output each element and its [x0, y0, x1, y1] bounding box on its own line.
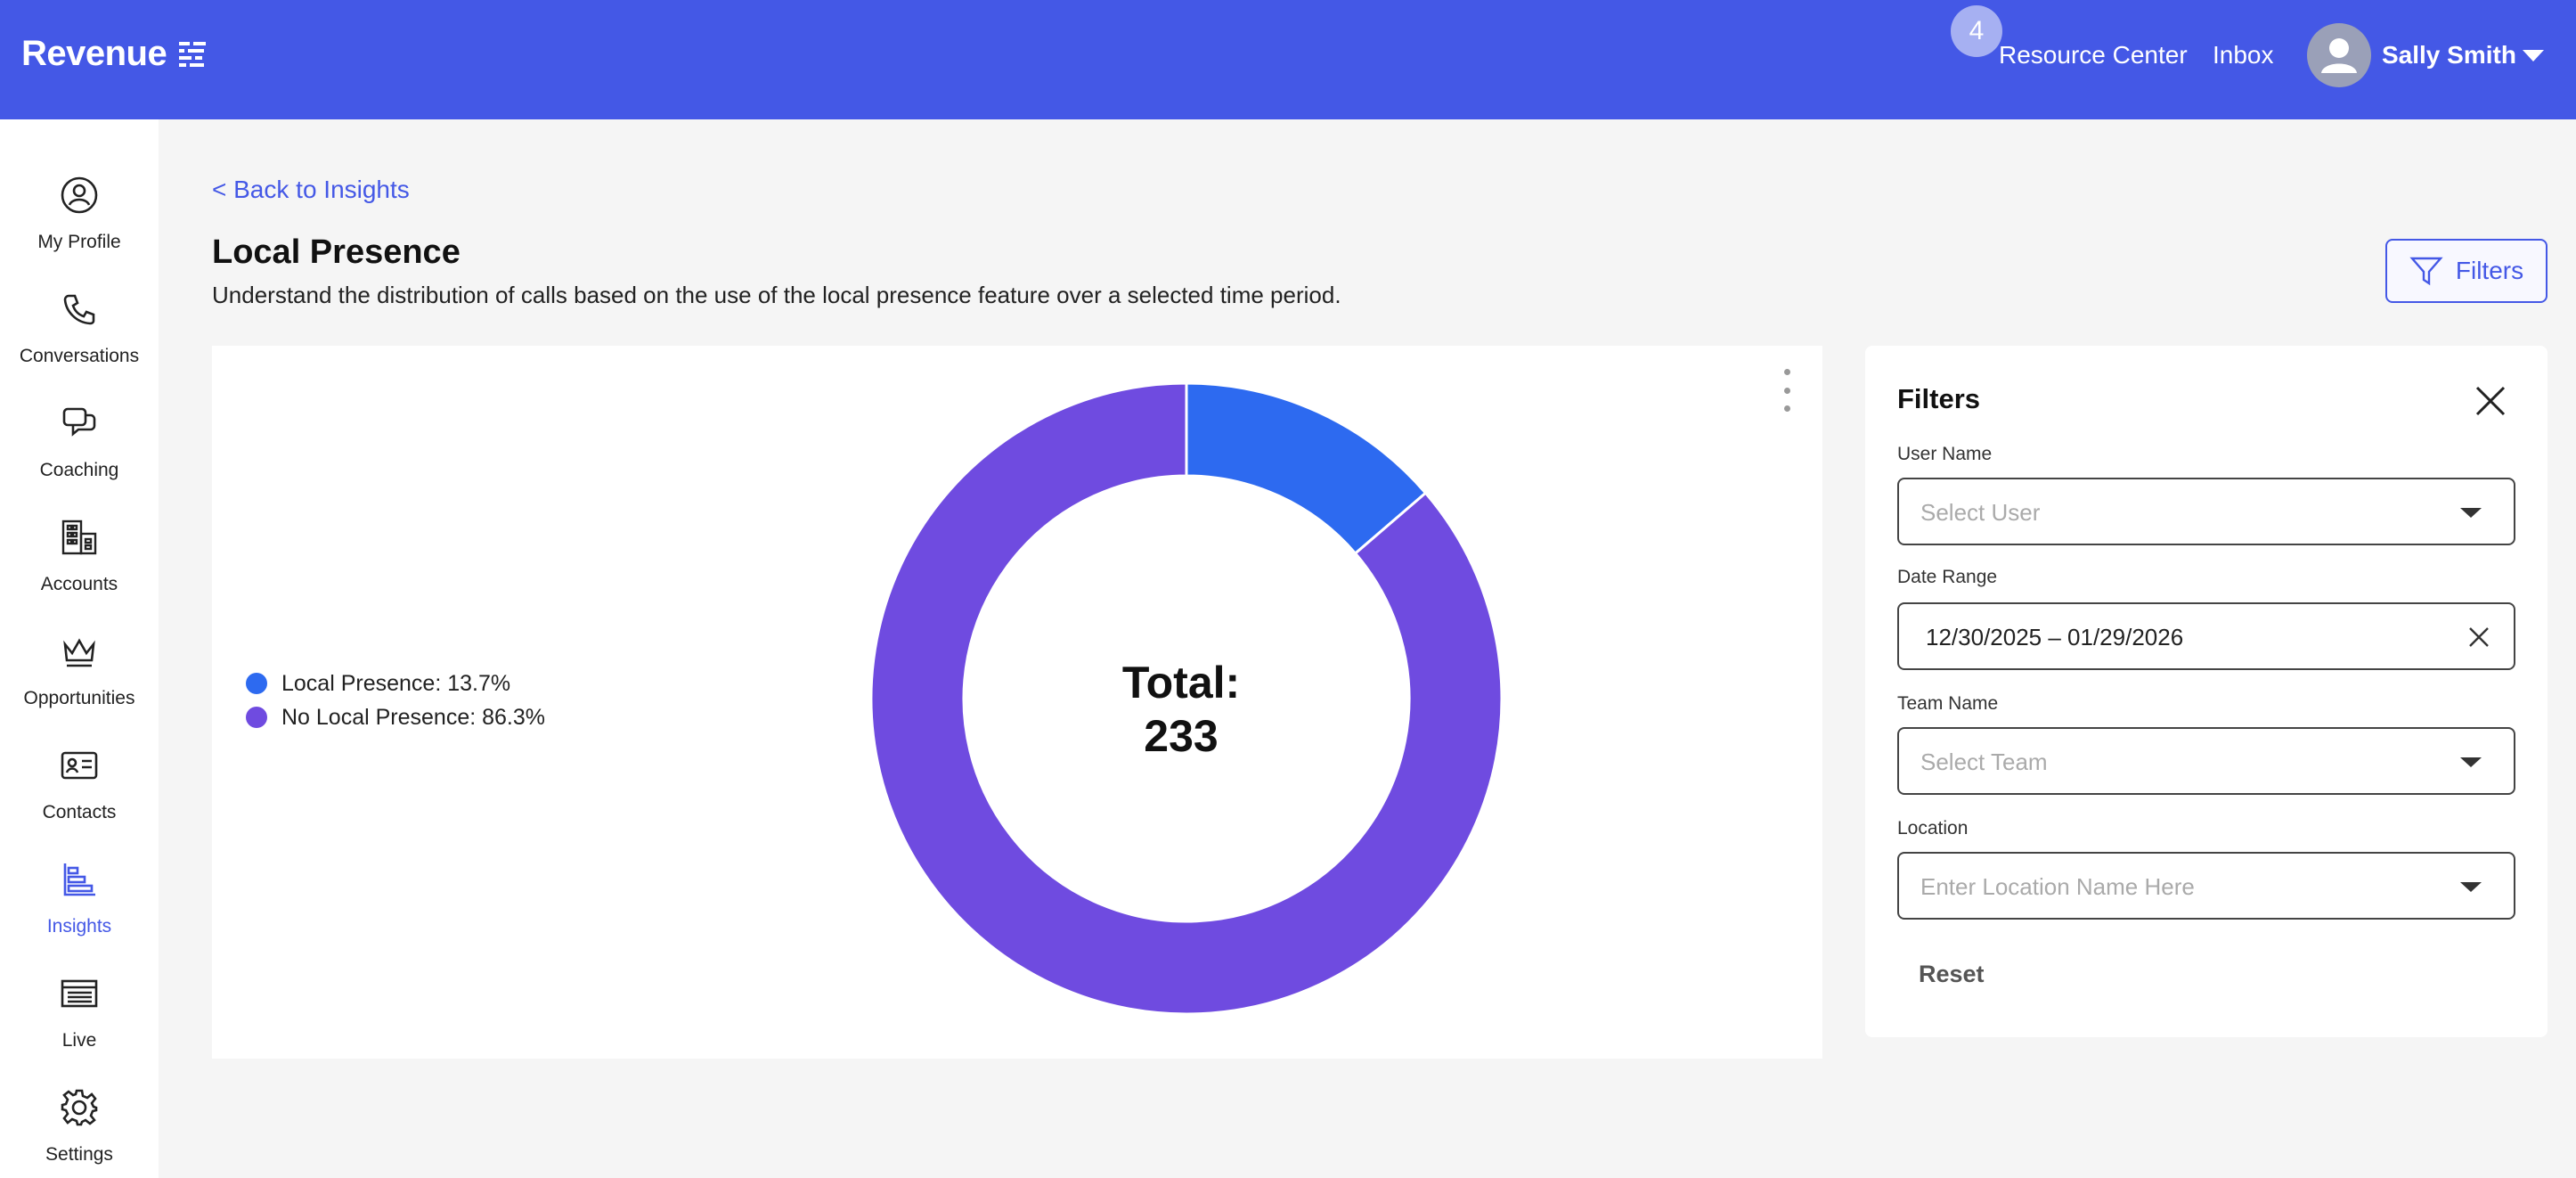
- team-name-placeholder: Select Team: [1920, 749, 2048, 775]
- sidebar-item-label: Opportunities: [23, 688, 135, 708]
- sidebar-item-coaching[interactable]: Coaching: [0, 392, 159, 506]
- sidebar-item-label: Contacts: [42, 802, 117, 822]
- sidebar-item-opportunities[interactable]: Opportunities: [0, 620, 159, 734]
- date-range-field[interactable]: 12/30/2025 – 01/29/2026: [1897, 602, 2515, 670]
- top-bar: Revenue 4 Resource Center Inbox Sally Sm…: [0, 0, 2576, 119]
- filters-button[interactable]: Filters: [2385, 239, 2547, 303]
- location-placeholder: Enter Location Name Here: [1920, 873, 2195, 900]
- legend-label: No Local Presence: 86.3%: [281, 704, 546, 730]
- clear-date-close-icon[interactable]: [2466, 624, 2492, 650]
- sidebar-item-label: Live: [61, 1030, 97, 1051]
- funnel-icon: [2409, 257, 2443, 286]
- user-menu-chevron-down-icon[interactable]: [2523, 50, 2544, 61]
- sidebar-item-label: Settings: [45, 1144, 113, 1165]
- date-range-value: 12/30/2025 – 01/29/2026: [1926, 624, 2184, 650]
- sidebar-item-accounts[interactable]: Accounts: [0, 506, 159, 620]
- legend-item-no-local-presence[interactable]: No Local Presence: 86.3%: [246, 700, 545, 734]
- user-name-label: User Name: [1897, 444, 1993, 464]
- chat-bubbles-icon: [57, 401, 102, 446]
- user-circle-icon: [57, 173, 102, 217]
- logo-mark-icon: [179, 41, 207, 67]
- legend-swatch: [246, 707, 267, 728]
- sidebar-item-label: Coaching: [39, 460, 119, 480]
- sidebar-item-live[interactable]: Live: [0, 962, 159, 1076]
- sidebar-item-contacts[interactable]: Contacts: [0, 734, 159, 848]
- chart-total-label: Total:: [1121, 658, 1241, 708]
- filters-panel: Filters User Name Select User Date Range…: [1865, 346, 2547, 1037]
- sidebar-item-my-profile[interactable]: My Profile: [0, 164, 159, 278]
- sidebar-item-label: My Profile: [37, 232, 121, 252]
- legend-item-local-presence[interactable]: Local Presence: 13.7%: [246, 667, 545, 700]
- chart-total-value: 233: [1144, 711, 1219, 761]
- back-to-insights-link[interactable]: < Back to Insights: [212, 176, 410, 203]
- sidebar-item-insights[interactable]: Insights: [0, 848, 159, 962]
- close-icon[interactable]: [2474, 385, 2507, 417]
- reset-button[interactable]: Reset: [1919, 961, 1985, 987]
- donut-chart: [869, 381, 1504, 1016]
- logo-text: Revenue: [21, 34, 167, 73]
- avatar[interactable]: [2307, 23, 2371, 87]
- filters-panel-title: Filters: [1897, 383, 1981, 414]
- location-select[interactable]: Enter Location Name Here: [1897, 852, 2515, 920]
- chevron-down-icon: [2460, 882, 2482, 892]
- sidebar-item-conversations[interactable]: Conversations: [0, 278, 159, 392]
- sidebar-item-label: Accounts: [40, 574, 118, 594]
- sidebar-item-settings[interactable]: Settings: [0, 1076, 159, 1178]
- legend-label: Local Presence: 13.7%: [281, 670, 511, 696]
- chart-total: Total: 233: [1008, 656, 1354, 763]
- user-name-select[interactable]: Select User: [1897, 478, 2515, 545]
- sidebar-item-label: Conversations: [19, 346, 140, 366]
- legend-swatch: [246, 673, 267, 694]
- gear-icon: [57, 1085, 102, 1130]
- inbox-link[interactable]: Inbox: [2213, 41, 2274, 69]
- filters-button-label: Filters: [2455, 257, 2524, 284]
- crown-icon: [57, 629, 102, 674]
- notification-badge[interactable]: 4: [1951, 5, 2002, 57]
- chart-card: Local Presence: 13.7% No Local Presence: …: [212, 346, 1822, 1059]
- chevron-down-icon: [2460, 508, 2482, 518]
- page-title: Local Presence: [212, 233, 461, 271]
- team-name-select[interactable]: Select Team: [1897, 727, 2515, 795]
- bar-chart-icon: [57, 857, 102, 902]
- chart-legend: Local Presence: 13.7% No Local Presence: …: [246, 667, 545, 734]
- donut-slice-no-local-presence[interactable]: [869, 381, 1504, 1016]
- sidebar-nav: My Profile Conversations Coaching Accoun…: [0, 119, 159, 1178]
- chevron-down-icon: [2460, 757, 2482, 767]
- user-name[interactable]: Sally Smith: [2382, 41, 2516, 69]
- team-name-label: Team Name: [1897, 693, 1999, 714]
- user-silhouette-icon: [2321, 38, 2357, 73]
- app-logo[interactable]: Revenue: [21, 34, 208, 74]
- live-list-icon: [57, 971, 102, 1016]
- date-range-label: Date Range: [1897, 567, 1998, 587]
- user-name-placeholder: Select User: [1920, 499, 2041, 526]
- buildings-icon: [57, 515, 102, 560]
- sidebar-item-label: Insights: [46, 916, 112, 937]
- resource-center-link[interactable]: Resource Center: [1999, 41, 2188, 69]
- location-label: Location: [1897, 818, 1969, 839]
- phone-icon: [57, 287, 102, 331]
- page-subtitle: Understand the distribution of calls bas…: [212, 282, 1341, 308]
- chart-menu-kebab-icon[interactable]: [1776, 369, 1797, 412]
- contact-card-icon: [57, 743, 102, 788]
